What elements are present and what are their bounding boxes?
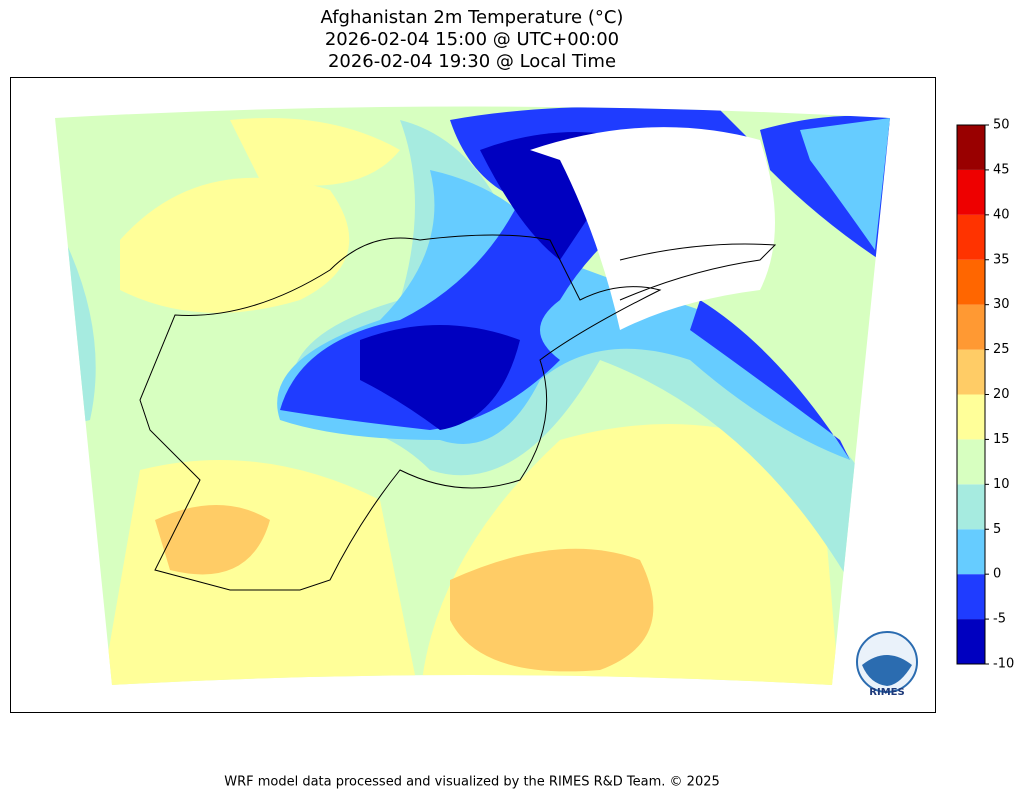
colorbar-segment	[957, 125, 985, 170]
colorbar-segment	[957, 619, 985, 664]
colorbar-segment	[957, 484, 985, 530]
colorbar-segment	[957, 259, 985, 305]
tick-label: 15	[993, 432, 1010, 447]
tick-label: 40	[993, 207, 1010, 222]
title-line: Afghanistan 2m Temperature (°C)	[321, 7, 624, 28]
logo-text: RIMES	[869, 687, 904, 698]
tick-label: 35	[993, 252, 1010, 267]
tick-label: -5	[993, 612, 1006, 627]
map	[55, 106, 890, 685]
colorbar: -10 -5 0 5 10 15 20 25 30 35 40 45 50	[956, 118, 1014, 672]
footer: WRF model data processed and visualized …	[224, 775, 720, 790]
tick-label: 45	[993, 162, 1010, 177]
title-line: 2026-02-04 15:00 @ UTC+00:00	[325, 29, 619, 50]
tick-label: 0	[993, 567, 1001, 582]
tick-label: 10	[993, 477, 1010, 492]
tick-label: 30	[993, 297, 1010, 312]
colorbar-segment	[957, 349, 985, 395]
tick-label: 50	[993, 118, 1010, 133]
tick-label: 25	[993, 342, 1010, 357]
logo: RIMES	[856, 631, 918, 698]
colorbar-segment	[957, 439, 985, 485]
colorbar-segment	[957, 304, 985, 350]
colorbar-segment	[957, 574, 985, 620]
colorbar-segment	[957, 169, 985, 215]
tick-label: 5	[993, 522, 1001, 537]
tick-label: -10	[993, 657, 1014, 672]
tick-label: 20	[993, 387, 1010, 402]
colorbar-segment	[957, 214, 985, 260]
colorbar-segment	[957, 529, 985, 575]
title-line: 2026-02-04 19:30 @ Local Time	[328, 51, 616, 72]
colorbar-segment	[957, 394, 985, 440]
